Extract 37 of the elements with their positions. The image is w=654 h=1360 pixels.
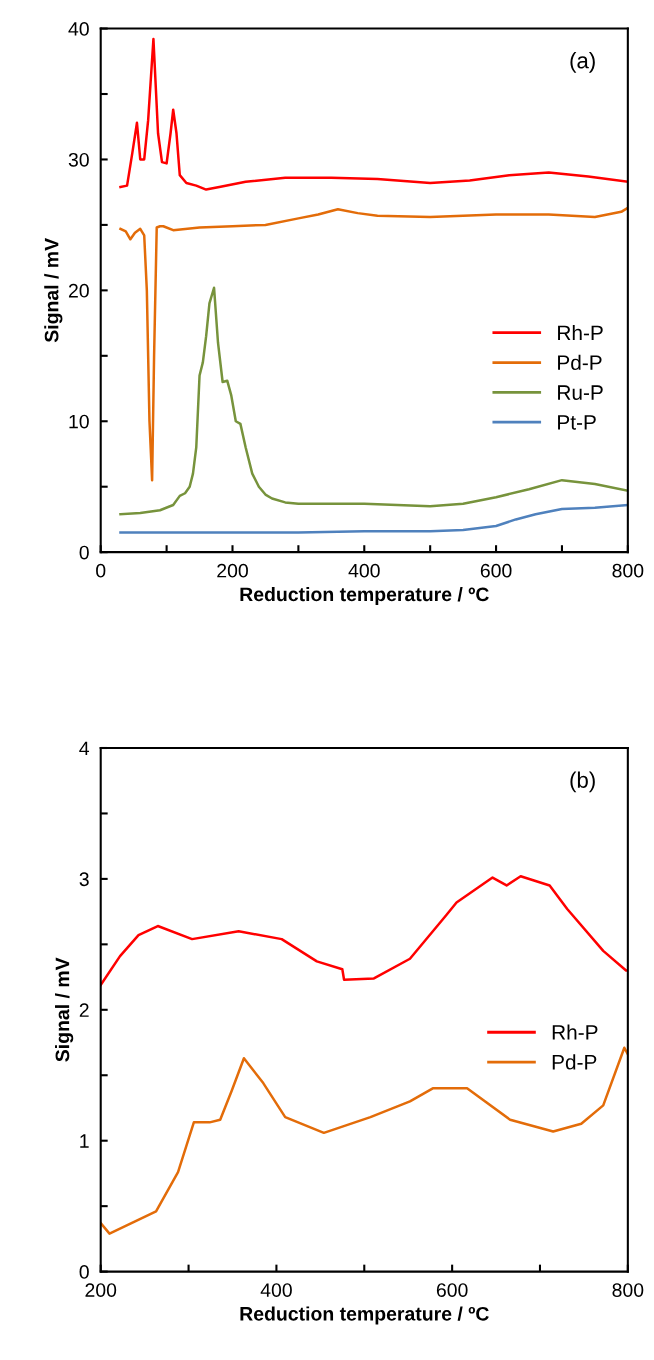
x-tick-label: 200 xyxy=(217,563,248,578)
x-tick-label: 800 xyxy=(612,563,644,578)
y-tick-label: 20 xyxy=(68,283,89,298)
line-series xyxy=(119,503,628,534)
x-tick-label: 400 xyxy=(348,563,380,578)
y-tick-label: 0 xyxy=(79,545,89,560)
legend-label: Pt-P xyxy=(558,415,596,430)
x-tick-label: 0 xyxy=(96,563,106,578)
line-series xyxy=(100,875,628,987)
line-series xyxy=(100,1046,628,1235)
annotation: (b) xyxy=(570,771,595,793)
y-tick-label: 3 xyxy=(79,872,89,887)
y-tick-label: 30 xyxy=(68,152,89,167)
y-tick-label: 0 xyxy=(79,1265,89,1279)
y-axis-title: Signal / mV xyxy=(44,238,63,343)
legend-label: Rh-P xyxy=(552,1024,598,1040)
legend-label: Pd-P xyxy=(558,354,602,371)
x-tick-label: 600 xyxy=(480,563,512,578)
x-axis-title: Reduction temperature / ºC xyxy=(240,586,489,606)
x-tick-label: 200 xyxy=(85,1283,117,1297)
y-tick-label: 2 xyxy=(79,1003,89,1017)
legend-label: Ru-P xyxy=(558,385,603,400)
legend-label: Rh-P xyxy=(558,324,603,340)
legend-label: Pd-P xyxy=(552,1054,597,1070)
y-tick-label: 1 xyxy=(80,1134,89,1148)
y-tick-label: 40 xyxy=(68,22,89,36)
line-series xyxy=(119,206,628,482)
annotation: (a) xyxy=(570,52,595,73)
x-tick-label: 400 xyxy=(260,1283,292,1297)
y-tick-label: 10 xyxy=(69,414,89,429)
line-series xyxy=(119,37,628,191)
x-tick-label: 800 xyxy=(612,1283,644,1297)
line-series xyxy=(119,286,628,516)
y-tick-label: 4 xyxy=(79,741,90,756)
x-axis-title: Reduction temperature / ºC xyxy=(240,1306,489,1325)
x-tick-label: 600 xyxy=(436,1283,468,1297)
y-axis-title: Signal / mV xyxy=(55,957,74,1062)
